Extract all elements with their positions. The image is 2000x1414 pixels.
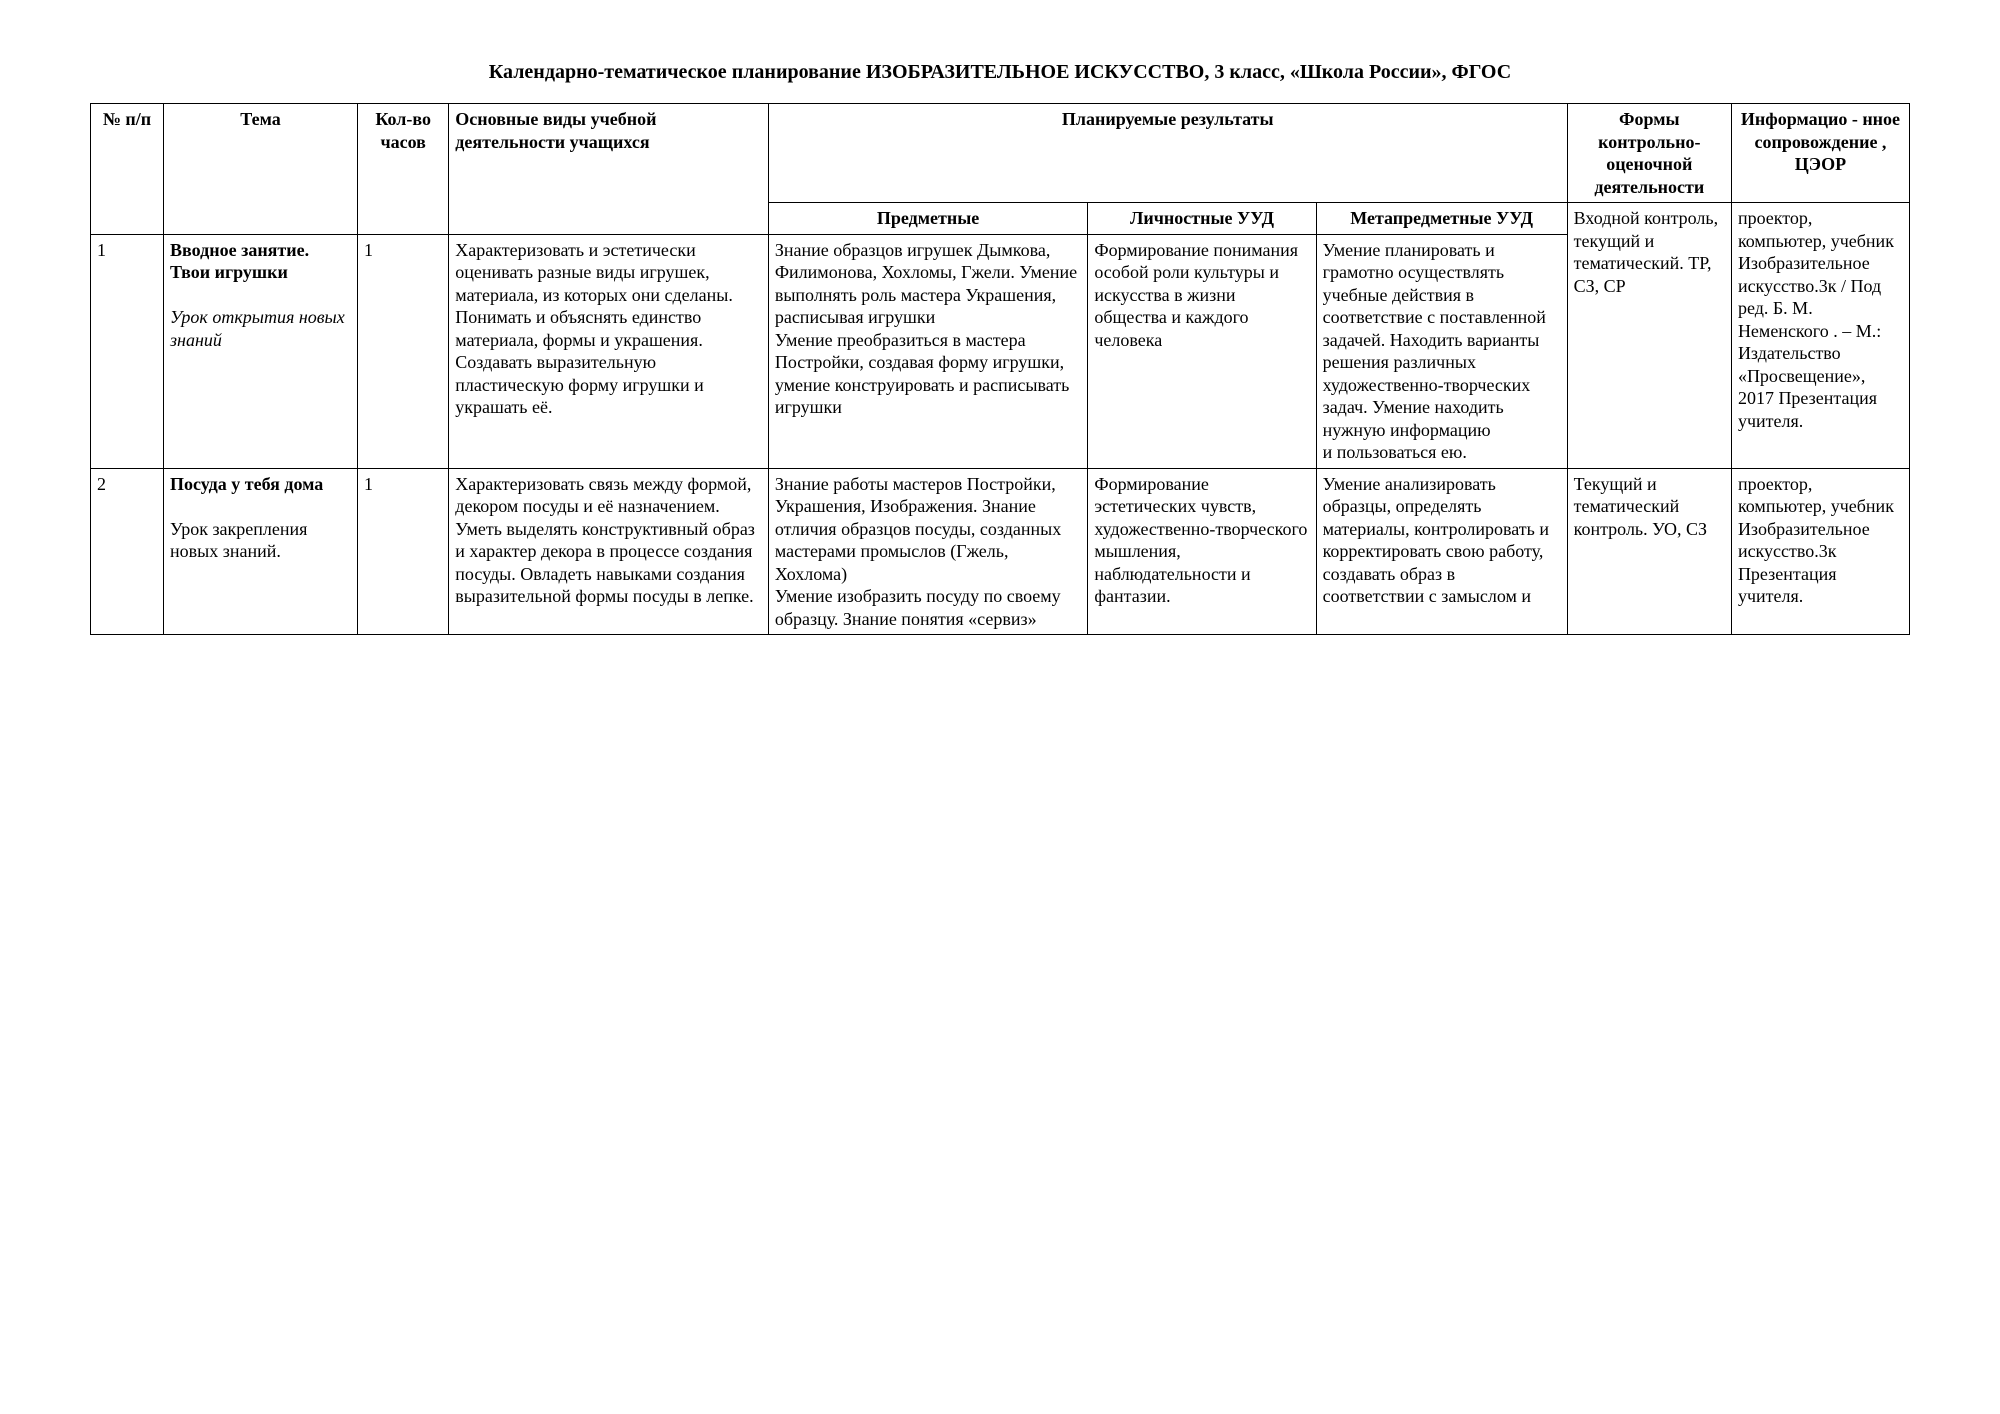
cell-info-0: проектор, компьютер, учебник Изобразител… — [1731, 203, 1909, 469]
h-hours: Кол-во часов — [358, 104, 449, 235]
cell-pred: Знание образцов игрушек Дымкова, Филимон… — [768, 234, 1088, 468]
header-row-1: № п/п Тема Кол-во часов Основные виды уч… — [91, 104, 1910, 203]
cell-num: 1 — [91, 234, 164, 468]
tema-bold: Вводное занятие. Твои игрушки — [170, 240, 309, 283]
cell-form: Текущий и тематический контроль. УО, СЗ — [1567, 468, 1731, 635]
planning-table: № п/п Тема Кол-во часов Основные виды уч… — [90, 103, 1910, 635]
h-form: Формы контрольно-оценочной деятельности — [1567, 104, 1731, 203]
tema-italic: Урок открытия новых знаний — [170, 307, 345, 350]
h-tema: Тема — [164, 104, 358, 235]
cell-hours: 1 — [358, 234, 449, 468]
page-title: Календарно-тематическое планирование ИЗО… — [90, 60, 1910, 85]
cell-pred: Знание работы мастеров Постройки, Украше… — [768, 468, 1088, 635]
cell-activ: Характеризовать связь между формой, деко… — [449, 468, 769, 635]
cell-form-0: Входной контроль, текущий и тематический… — [1567, 203, 1731, 469]
cell-meta: Умение анализировать образцы, определять… — [1316, 468, 1567, 635]
cell-hours: 1 — [358, 468, 449, 635]
cell-activ: Характеризовать и эстетически оценивать … — [449, 234, 769, 468]
table-row: 2 Посуда у тебя дома Урок закрепления но… — [91, 468, 1910, 635]
h-pred: Предметные — [768, 203, 1088, 235]
cell-lich: Формирование эстетических чувств, художе… — [1088, 468, 1316, 635]
h-meta: Метапредметные УУД — [1316, 203, 1567, 235]
h-num: № п/п — [91, 104, 164, 235]
cell-lich: Формирование понимания особой роли культ… — [1088, 234, 1316, 468]
h-results: Планируемые результаты — [768, 104, 1567, 203]
cell-tema: Вводное занятие. Твои игрушки Урок откры… — [164, 234, 358, 468]
cell-tema: Посуда у тебя дома Урок закрепления новы… — [164, 468, 358, 635]
cell-meta: Умение планировать и грамотно осуществля… — [1316, 234, 1567, 468]
cell-info: проектор, компьютер, учебник Изобразител… — [1731, 468, 1909, 635]
tema-bold: Посуда у тебя дома — [170, 474, 323, 494]
cell-num: 2 — [91, 468, 164, 635]
h-lich: Личностные УУД — [1088, 203, 1316, 235]
tema-plain: Урок закрепления новых знаний. — [170, 519, 307, 562]
h-activ: Основные виды учебной деятельности учащи… — [449, 104, 769, 235]
h-info: Информацио - нное сопровождение , ЦЭОР — [1731, 104, 1909, 203]
